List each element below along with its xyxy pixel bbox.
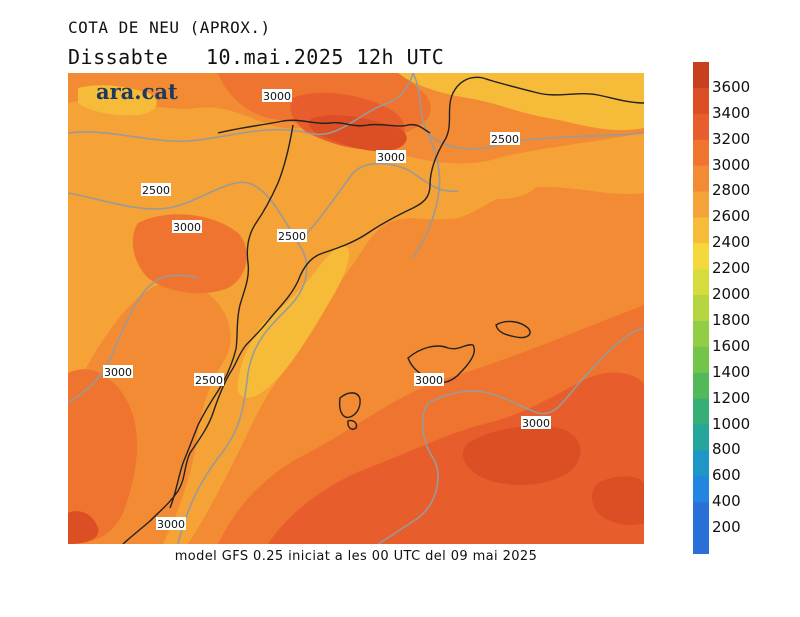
contour-label: 3000 (521, 416, 551, 430)
colorbar-swatch (693, 528, 709, 554)
contour-label: 3000 (103, 365, 133, 379)
contour-label: 2500 (141, 183, 171, 197)
field-region-light (68, 100, 644, 544)
contour-label: 3000 (414, 373, 444, 387)
forecast-datetime: Dissabte 10.mai.2025 12h UTC (68, 45, 444, 69)
colorbar-swatch (693, 320, 709, 348)
contour-line (427, 327, 644, 415)
colorbar-swatch (693, 191, 709, 218)
svg-text:3000: 3000 (173, 221, 201, 234)
ara-cat-logo: ara.cat (96, 79, 178, 104)
colorbar-label: 3200 (712, 129, 751, 148)
contour-line (377, 402, 439, 544)
contour-label: 2500 (194, 373, 224, 387)
colorbar-label: 2600 (712, 207, 751, 226)
island-formentera (347, 419, 358, 430)
colorbar-label: 200 (712, 518, 741, 537)
contour-line (68, 181, 308, 544)
svg-text:3000: 3000 (522, 417, 550, 430)
contour-label: 3000 (376, 150, 406, 164)
field-region-dark (132, 214, 247, 294)
colorbar-swatch (693, 113, 709, 141)
colorbar-swatch (693, 398, 709, 426)
colorbar-swatch (693, 450, 709, 477)
field-region-light (448, 171, 539, 200)
contour-label: 2500 (277, 229, 307, 243)
contour-label: 3000 (172, 220, 202, 234)
contour-line (68, 274, 199, 404)
colorbar-label: 1600 (712, 336, 751, 355)
colorbar-label: 600 (712, 466, 741, 485)
colorbar-swatches (693, 62, 709, 554)
field-region-darkest (68, 511, 99, 544)
contour-label: 3000 (156, 517, 186, 531)
colorbar-label: 800 (712, 440, 741, 459)
colorbar-swatch (693, 424, 709, 451)
field-region-pale (237, 246, 349, 398)
field-region-pale (398, 73, 644, 131)
field-region-darker (268, 372, 644, 544)
svg-text:3000: 3000 (377, 151, 405, 164)
island-ibiza (338, 392, 361, 419)
colorbar-swatch (693, 139, 709, 167)
island-menorca (495, 320, 531, 339)
border-catalonia (197, 124, 294, 426)
field-region-pale (78, 85, 157, 116)
svg-text:3000: 3000 (104, 366, 132, 379)
contour-line (412, 132, 441, 259)
field-region-dark (68, 369, 138, 544)
colorbar-swatch (693, 346, 709, 374)
model-info: model GFS 0.25 iniciat a les 00 UTC del … (174, 549, 538, 564)
border-france-spain (217, 119, 431, 134)
colorbar-swatch (693, 62, 709, 89)
colorbar-label: 1800 (712, 310, 751, 329)
svg-text:3000: 3000 (263, 90, 291, 103)
border-aragon (169, 424, 199, 509)
svg-text:2500: 2500 (142, 184, 170, 197)
map-title: COTA DE NEU (APROX.) (68, 18, 271, 37)
colorbar-label: 400 (712, 492, 741, 511)
colorbar-swatch (693, 502, 709, 529)
forecast-day: Dissabte (68, 45, 169, 69)
colorbar-label: 2200 (712, 259, 751, 278)
snow-level-colorbar (693, 62, 709, 554)
colorbar-label: 1200 (712, 388, 751, 407)
svg-text:2500: 2500 (278, 230, 306, 243)
forecast-date: 10.mai.2025 12h UTC (205, 45, 445, 69)
field-region-darkest (592, 476, 644, 525)
contour-label: 2500 (490, 132, 520, 146)
colorbar-label: 3600 (712, 77, 751, 96)
colorbar-swatch (693, 217, 709, 244)
colorbar-label: 2000 (712, 285, 751, 304)
contour-line (297, 162, 459, 244)
svg-text:2500: 2500 (195, 374, 223, 387)
contour-labels: 3000 3000 2500 2500 3000 2500 3000 2500 3000 3000… (103, 89, 551, 531)
colorbar-swatch (693, 269, 709, 296)
field-region-darkest (463, 426, 581, 485)
colorbar-label: 2800 (712, 181, 751, 200)
colorbar-swatch (693, 243, 709, 270)
colorbar-swatch (693, 476, 709, 503)
contour-line (68, 73, 414, 142)
colorbar-label: 1000 (712, 414, 751, 433)
colorbar-swatch (693, 87, 709, 115)
colorbar-label: 1400 (712, 362, 751, 381)
contour-label: 3000 (262, 89, 292, 103)
svg-text:3000: 3000 (157, 518, 185, 531)
svg-text:2500: 2500 (491, 133, 519, 146)
colorbar-swatch (693, 295, 709, 322)
colorbar-label: 3400 (712, 103, 751, 122)
contour-line (412, 73, 644, 150)
colorbar-label: 3000 (712, 155, 751, 174)
colorbar-label: 2400 (712, 233, 751, 252)
colorbar-swatch (693, 372, 709, 400)
snow-level-map: 3000 3000 2500 2500 3000 2500 3000 2500 3000 3000… (68, 73, 644, 544)
coastline-mainland (122, 76, 644, 544)
colorbar-swatch (693, 165, 709, 192)
svg-text:3000: 3000 (415, 374, 443, 387)
